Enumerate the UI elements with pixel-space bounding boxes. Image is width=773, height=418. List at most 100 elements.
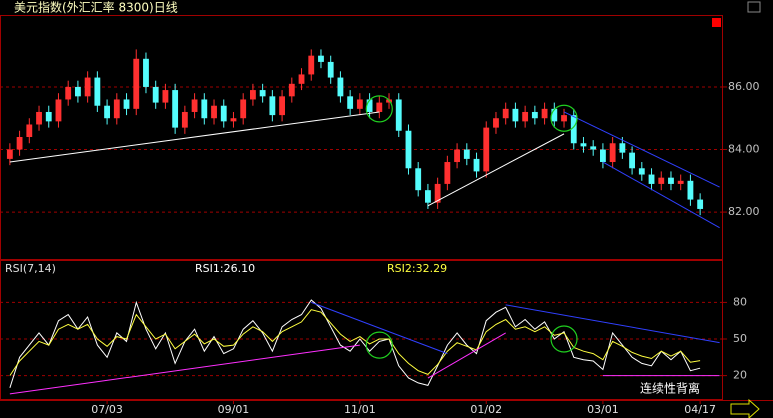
highlight-circle [365,331,393,359]
candle-body [211,105,217,119]
candle-body [541,108,548,119]
candle-body [45,111,52,122]
legend-entry: RSI1:26.10 [195,262,255,275]
x-tick-label: 07/03 [91,403,123,416]
candle-body [259,90,266,97]
candle-body [561,115,567,122]
trend-line [427,332,506,379]
y-tick-label: 80 [733,295,747,308]
scroll-arrow[interactable] [730,398,760,418]
candle-body [454,149,460,163]
candle-body [269,96,276,116]
candle-body [668,177,674,184]
candle-body [337,77,344,97]
candle-body [298,74,305,84]
candle-body [308,55,315,75]
x-tick-label: 03/01 [587,403,619,416]
candle-body [600,149,606,163]
candle-body [172,90,179,128]
candle-body [512,108,519,122]
candle-body [366,99,373,112]
candle-body [55,99,62,122]
trend-line [563,111,720,188]
trend-line [505,304,720,344]
candle-body [84,77,91,97]
candle-body [65,86,72,100]
candle-body [220,105,227,122]
marker-box [712,18,721,27]
y-tick-label: 82.00 [728,205,760,218]
candle-body [522,111,529,122]
candle-body [658,177,665,184]
candle-body [288,83,295,97]
candle-body [405,130,412,169]
candle-body [570,115,577,144]
candle-body [240,99,247,119]
candle-body [580,143,587,147]
candle-body [697,199,704,209]
trend-line [9,344,360,395]
candle-body [152,86,159,103]
candle-body [629,152,635,169]
candle-body [26,124,33,137]
candle-body [94,77,101,106]
candle-body [16,137,23,150]
trend-line [311,301,448,355]
candle-body [327,61,334,78]
candle-body [619,143,626,153]
x-tick-label: 11/01 [344,403,376,416]
highlight-circle [550,104,578,132]
candle-body [473,158,480,172]
x-tick-label: 09/01 [218,403,250,416]
candle-body [415,168,422,191]
candle-body [347,96,354,109]
candle-body [133,58,140,109]
candle-body [318,55,324,62]
price-panel-frame [0,15,723,260]
indicator-title: RSI(7,14) [5,262,56,275]
rsi-panel-frame [0,260,723,400]
rsi-line [9,309,701,376]
candle-body [143,58,149,87]
y-tick-label: 84.00 [728,143,760,156]
candle-body [162,90,169,103]
candle-body [590,146,597,150]
highlight-circle [365,95,393,123]
x-tick-label: 01/02 [470,403,502,416]
trend-line [427,133,565,207]
window-button[interactable] [747,1,761,13]
candle-body [201,99,208,119]
legend-entry: RSI2:32.29 [387,262,447,275]
trend-line [602,161,720,229]
candle-body [250,90,256,100]
candle-body [376,102,383,112]
rsi-line [9,299,701,388]
annotation: 连续性背离 [640,381,700,396]
candle-body [493,118,499,128]
candle-body [531,111,538,119]
candle-body [648,174,655,184]
candle-body [230,118,237,122]
candle-body [181,111,188,128]
candle-body [444,162,451,184]
candle-body [113,99,120,119]
candle-body [463,149,470,159]
candle-body [609,143,616,163]
candle-body [75,86,81,97]
candle-body [551,108,558,122]
highlight-circle [550,325,578,353]
candle-body [104,105,110,119]
trend-line [9,111,380,163]
candle-body [356,99,363,109]
candle-body [434,183,441,203]
candle-body [687,180,694,200]
candle-body [502,108,509,119]
candle-body [279,96,285,116]
candle-body [638,168,645,175]
candle-body [6,149,13,159]
y-tick-label: 50 [733,332,747,345]
y-tick-label: 86.00 [728,80,760,93]
candle-body [677,180,684,184]
